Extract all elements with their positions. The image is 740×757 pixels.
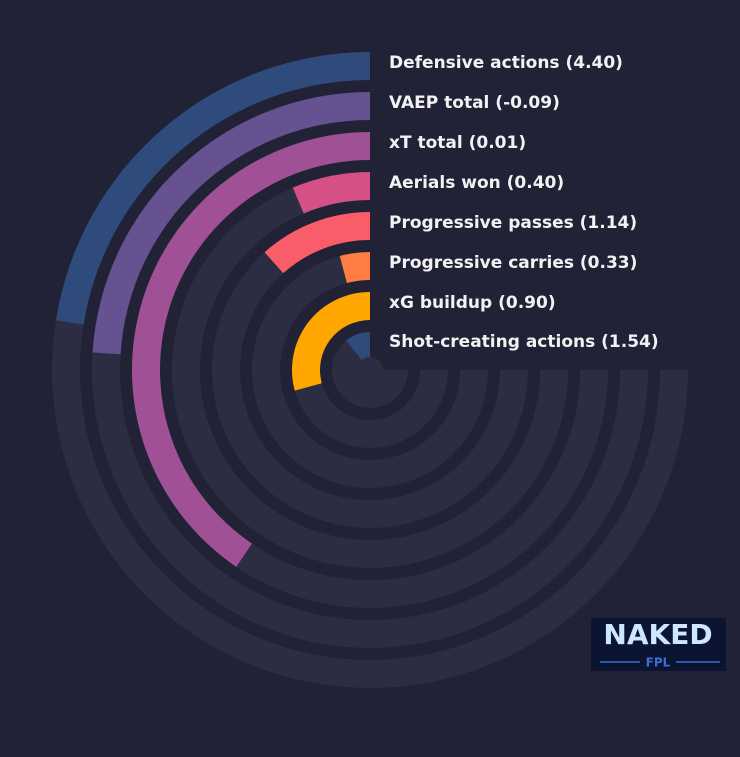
bar <box>292 292 370 391</box>
category-label: xG buildup (0.90) <box>389 293 556 313</box>
logo-subtitle: FPL <box>646 656 671 670</box>
category-label: Progressive carries (0.33) <box>389 253 637 273</box>
bar <box>264 212 370 274</box>
bar <box>55 52 371 325</box>
category-label: Aerials won (0.40) <box>389 173 564 193</box>
category-label: VAEP total (-0.09) <box>389 93 560 113</box>
center-dot <box>357 357 383 383</box>
plot: Defensive actions (4.40) VAEP total (-0.0… <box>52 52 688 688</box>
category-label: xT total (0.01) <box>389 133 526 153</box>
track <box>332 332 408 408</box>
category-label: Defensive actions (4.40) <box>389 53 623 73</box>
logo: NAKED FPL <box>591 618 726 671</box>
bar <box>346 332 370 361</box>
logo-title: NAKED <box>603 618 712 651</box>
bar <box>339 252 370 284</box>
bar <box>292 172 370 214</box>
bar <box>132 132 370 567</box>
category-label: Progressive passes (1.14) <box>389 213 637 233</box>
bar <box>92 92 370 355</box>
category-label: Shot-creating actions (1.54) <box>389 332 659 352</box>
